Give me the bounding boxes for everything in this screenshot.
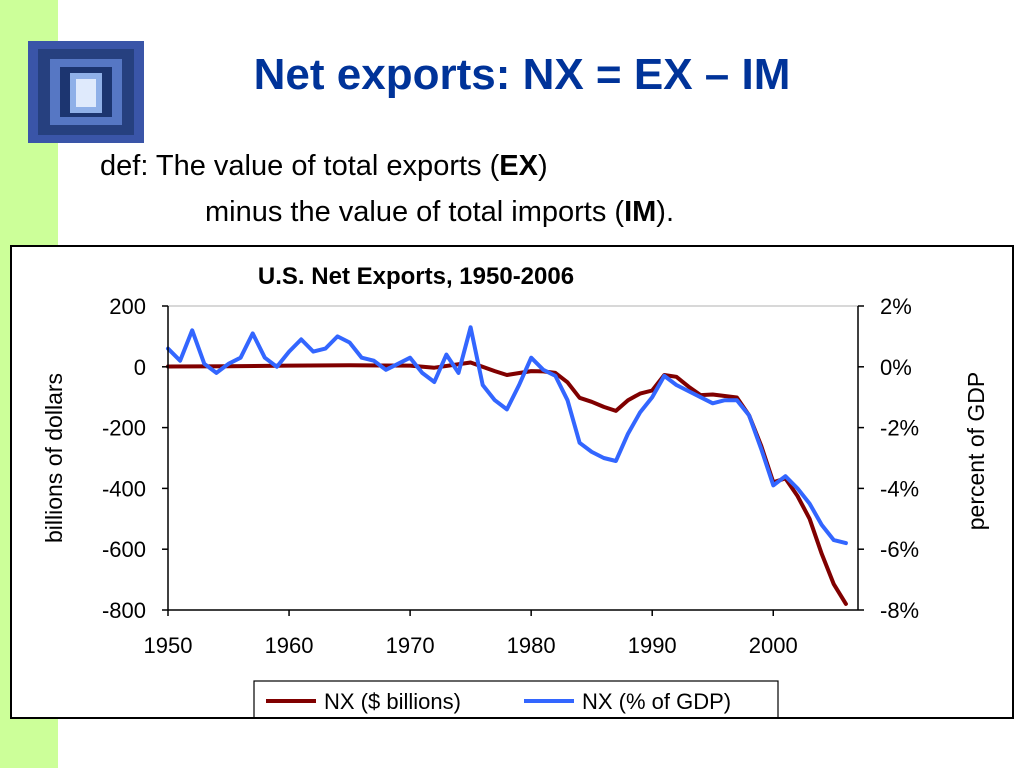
x-tick-label: 1980 (507, 633, 556, 658)
right-y-tick-label: -4% (880, 476, 919, 501)
slide-title: Net exports: NX = EX – IM (0, 50, 1024, 100)
x-tick-label: 1960 (265, 633, 314, 658)
left-y-axis-title: billions of dollars (41, 373, 67, 543)
def-line2-prefix: minus the value of total imports ( (205, 196, 625, 228)
series-line-nx-pct-gdp (166, 325, 848, 546)
def-im-abbrev: IM (624, 196, 657, 228)
def-line1-suffix: ) (537, 150, 548, 182)
slide-title-text: Net exports: NX = EX – IM (253, 50, 791, 99)
chart-title: U.S. Net Exports, 1950-2006 (258, 263, 574, 290)
x-tick-label: 1950 (144, 633, 193, 658)
right-y-tick-label: 2% (880, 294, 912, 319)
def-line1-prefix: def: The value of total exports ( (100, 150, 500, 182)
x-tick-label: 1970 (386, 633, 435, 658)
chart-canvas: U.S. Net Exports, 1950-2006 2000-200-400… (41, 263, 989, 717)
net-exports-chart: U.S. Net Exports, 1950-2006 200 0 -200 -400… (10, 245, 1014, 719)
left-y-tick-label: -600 (102, 537, 146, 562)
left-y-tick-label: 200 (109, 294, 146, 319)
x-tick-label: 1990 (628, 633, 677, 658)
right-y-tick-label: -6% (880, 537, 919, 562)
left-y-tick-label: -200 (102, 416, 146, 441)
right-y-tick-label: -8% (880, 598, 919, 623)
left-y-tick-label: -800 (102, 598, 146, 623)
right-y-tick-label: 0% (880, 355, 912, 380)
x-tick-label: 2000 (749, 633, 798, 658)
legend-label: NX ($ billions) (324, 689, 461, 714)
right-y-axis-title: percent of GDP (963, 372, 989, 531)
tunnel-logo-image (28, 41, 144, 143)
definition-line-1: def: The value of total exports (EX) (100, 150, 548, 183)
right-y-tick-label: -2% (880, 416, 919, 441)
def-line2-suffix: ). (656, 196, 675, 228)
definition-line-2: minus the value of total imports (IM). (205, 196, 674, 229)
legend-box (253, 680, 779, 717)
left-y-tick-label: 0 (134, 355, 146, 380)
series-line-nx-billions (166, 360, 848, 606)
def-ex-abbrev: EX (499, 150, 538, 182)
left-y-tick-label: -400 (102, 476, 146, 501)
legend-label: NX (% of GDP) (582, 689, 731, 714)
